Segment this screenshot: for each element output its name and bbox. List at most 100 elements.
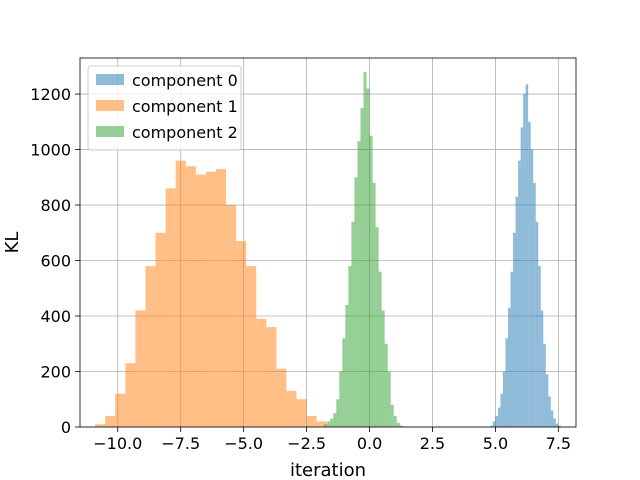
histogram-bar	[528, 121, 531, 428]
x-tick-label: 2.5	[420, 434, 445, 453]
histogram-bar	[492, 421, 496, 427]
histogram-bar	[327, 421, 331, 427]
histogram-bar	[500, 393, 503, 427]
legend-label-component-2: component 2	[132, 123, 238, 142]
histogram-bar	[548, 396, 551, 427]
y-tick-label: 800	[40, 196, 71, 215]
y-tick-label: 600	[40, 252, 71, 271]
histogram-bar	[324, 424, 328, 427]
histogram-bar	[495, 415, 498, 427]
y-tick-label: 1200	[30, 85, 71, 104]
histogram-bar	[390, 404, 394, 427]
histogram-bar	[520, 127, 524, 427]
histogram-bar	[366, 88, 370, 427]
x-tick-label: −5.0	[224, 434, 263, 453]
histogram-bar	[348, 266, 352, 427]
histogram-bar	[215, 168, 227, 427]
histogram-bar	[345, 304, 349, 427]
histogram-bar	[185, 166, 196, 427]
histogram-bar	[555, 423, 559, 427]
legend-box	[87, 65, 242, 151]
histogram-bar	[375, 227, 379, 427]
histogram-bar	[553, 418, 556, 427]
legend-swatch-component-1	[96, 100, 124, 111]
histogram-bar	[369, 135, 373, 427]
histogram-bar	[296, 399, 307, 427]
histogram-bar	[105, 415, 116, 427]
histogram-bar	[399, 425, 403, 427]
histogram-bar	[533, 182, 536, 427]
histogram-bar	[513, 232, 516, 427]
histogram-bar	[543, 343, 546, 427]
x-axis-label: iteration	[290, 460, 366, 480]
histogram-bar	[195, 174, 206, 427]
y-tick-label: 0	[61, 418, 71, 437]
histogram-bar	[342, 338, 346, 427]
histogram-bar	[490, 425, 493, 427]
histogram-bar	[165, 188, 176, 427]
histogram-bar	[530, 149, 534, 427]
legend-swatch-component-0	[96, 74, 124, 85]
histogram-bar	[175, 160, 186, 428]
legend: component 0 component 1 component 2	[87, 65, 242, 151]
histogram-bar	[330, 418, 334, 427]
y-axis-ticks: 0 200 400 600 800 1000 1200	[30, 85, 80, 437]
x-tick-label: −7.5	[161, 434, 200, 453]
histogram-bar	[286, 390, 297, 427]
histogram-bar	[351, 221, 355, 427]
histogram-bar	[125, 363, 136, 427]
histogram-bar	[387, 371, 391, 427]
histogram-bar	[505, 338, 509, 427]
legend-swatch-component-2	[96, 126, 124, 137]
histogram-bars	[95, 71, 561, 428]
histogram-bar	[372, 182, 376, 427]
x-tick-label: 5.0	[483, 434, 508, 453]
histogram-bar	[540, 310, 544, 427]
histogram-bar	[558, 425, 561, 427]
histogram-bar	[384, 343, 388, 427]
histogram-bar	[333, 413, 337, 427]
histogram-bar	[378, 271, 382, 427]
histogram-bar	[508, 307, 511, 427]
histogram-bar	[525, 84, 529, 427]
histogram-bar	[115, 393, 126, 427]
x-tick-label: −2.5	[287, 434, 326, 453]
y-tick-label: 1000	[30, 141, 71, 160]
histogram-bar	[339, 371, 343, 427]
series-component-2	[324, 71, 406, 427]
x-tick-label: −10.0	[93, 434, 142, 453]
series-component-0	[490, 84, 561, 428]
histogram-bar	[502, 371, 506, 427]
plot-frame	[79, 57, 577, 428]
histogram-bar	[538, 266, 541, 427]
histogram-bar	[236, 241, 247, 427]
histogram-bar	[276, 368, 287, 427]
histogram-bar	[155, 232, 166, 427]
histogram-bar	[145, 266, 156, 427]
histogram-bar	[545, 374, 549, 427]
histogram-bar	[360, 107, 364, 427]
x-tick-label: 7.5	[546, 434, 571, 453]
histogram-bar	[135, 310, 146, 427]
histogram-bar	[523, 94, 526, 427]
histogram-bar	[396, 422, 400, 427]
histogram-bar	[381, 310, 385, 427]
histogram-bar	[535, 221, 539, 427]
histogram-bar	[256, 318, 267, 427]
histogram-bar	[306, 415, 317, 427]
y-tick-label: 200	[40, 363, 71, 382]
x-axis-ticks: −10.0 −7.5 −5.0 −2.5 0.0 2.5 5.0 7.5	[93, 427, 571, 453]
histogram-bar	[363, 71, 367, 427]
histogram-bar	[497, 407, 501, 427]
histogram-bar	[550, 410, 554, 427]
legend-label-component-0: component 0	[132, 71, 238, 90]
histogram-bar	[95, 424, 106, 427]
histogram-bar	[357, 141, 361, 427]
legend-label-component-1: component 1	[132, 97, 238, 116]
x-tick-label: 0.0	[357, 434, 382, 453]
histogram-bar	[515, 196, 519, 427]
histogram-bar	[205, 171, 216, 427]
histogram-bar	[336, 399, 340, 427]
y-tick-label: 400	[40, 307, 71, 326]
